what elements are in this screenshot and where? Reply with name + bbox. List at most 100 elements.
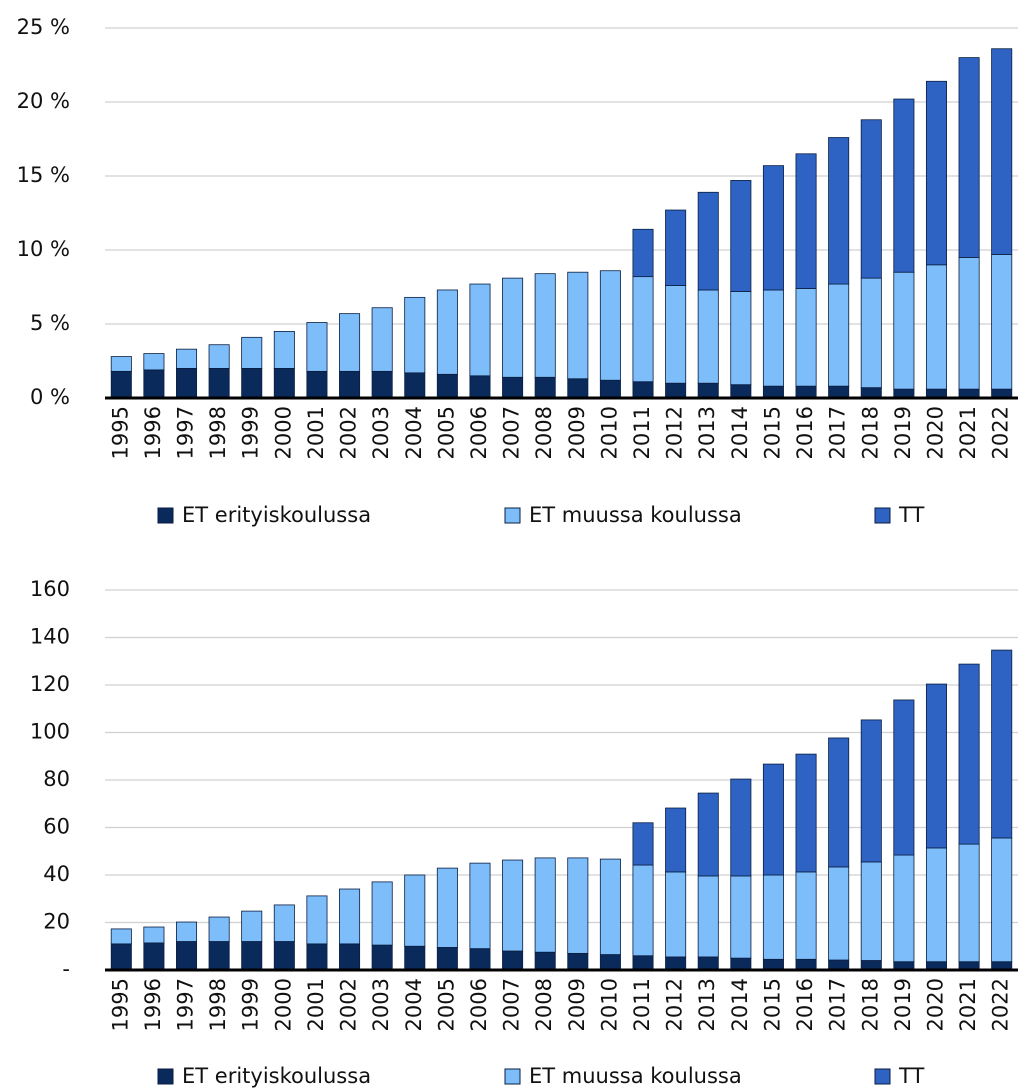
bar-segment	[502, 376, 524, 399]
bar-segment	[176, 348, 198, 369]
x-tick-label: 2016	[793, 978, 817, 1031]
x-tick-label: 2018	[858, 406, 882, 459]
y-tick-label: 20	[43, 910, 70, 934]
x-tick-label: 2006	[467, 978, 491, 1031]
x-tick-label: 2004	[402, 406, 426, 459]
bar-segment	[306, 370, 328, 399]
bar-segment	[469, 283, 491, 377]
bar-segment	[208, 367, 230, 399]
x-tick-label: 2016	[793, 406, 817, 459]
bar-segment	[241, 367, 263, 399]
x-tick-label: 2021	[956, 406, 980, 459]
bar-segment	[665, 807, 687, 873]
bar-segment	[599, 270, 621, 381]
y-tick-label: 80	[43, 767, 70, 791]
bar-segment	[208, 344, 230, 369]
bar-segment	[339, 943, 361, 971]
bar-segment	[143, 942, 165, 971]
bar-segment	[534, 376, 556, 399]
x-tick-label: 2003	[369, 978, 393, 1031]
bar-segment	[371, 307, 393, 372]
bar-segment	[795, 958, 817, 971]
bar-segment	[925, 80, 947, 266]
x-tick-label: 2010	[597, 978, 621, 1031]
x-tick-label: 2021	[956, 978, 980, 1031]
bar-segment	[958, 663, 980, 845]
x-tick-label: 2002	[337, 978, 361, 1031]
legend-marker	[504, 1068, 521, 1085]
x-tick-label: 2007	[500, 406, 524, 459]
bar-segment	[828, 137, 850, 285]
bar-segment	[567, 952, 589, 971]
bar-segment	[273, 367, 295, 399]
y-tick-label: 160	[30, 577, 70, 601]
bar-segment	[925, 683, 947, 849]
bar-segment	[436, 947, 458, 971]
bar-segment	[502, 859, 524, 952]
x-tick-label: 2020	[923, 406, 947, 459]
x-tick-label: 2000	[271, 978, 295, 1031]
bar-segment	[110, 370, 132, 399]
bar-segment	[795, 385, 817, 399]
bar-segment	[795, 753, 817, 873]
bar-segment	[208, 941, 230, 971]
legend-label: ET erityiskoulussa	[182, 503, 371, 527]
bar-segment	[762, 165, 784, 291]
legend-label: ET erityiskoulussa	[182, 1064, 371, 1088]
bar-segment	[371, 944, 393, 971]
x-tick-label: 1998	[206, 978, 230, 1031]
x-tick-label: 1995	[108, 978, 132, 1031]
legend-label: TT	[898, 503, 924, 527]
bar-segment	[339, 370, 361, 399]
x-tick-label: 2020	[923, 978, 947, 1031]
bar-segment	[828, 283, 850, 387]
x-tick-label: 2008	[532, 978, 556, 1031]
bar-segment	[110, 943, 132, 971]
y-tick-label: 100	[30, 720, 70, 744]
bar-segment	[436, 867, 458, 948]
x-tick-label: 2004	[402, 978, 426, 1031]
bar-segment	[436, 289, 458, 375]
bar-segment	[893, 699, 915, 856]
bar-segment	[241, 336, 263, 369]
bar-segment	[339, 313, 361, 372]
bar-segment	[860, 719, 882, 863]
bar-segment	[632, 381, 654, 399]
bar-segment	[762, 874, 784, 960]
bar-segment	[306, 895, 328, 945]
bar-segment	[828, 737, 850, 868]
bar-segment	[534, 273, 556, 378]
x-tick-label: 2007	[500, 978, 524, 1031]
x-tick-label: 2022	[989, 978, 1013, 1031]
y-tick-label: 120	[30, 672, 70, 696]
bar-segment	[599, 954, 621, 971]
bar-segment	[599, 379, 621, 399]
bar-segment	[143, 926, 165, 944]
bar-segment	[469, 948, 491, 971]
x-tick-label: 1998	[206, 406, 230, 459]
legend-label: TT	[898, 1064, 924, 1088]
bar-segment	[730, 180, 752, 292]
y-tick-label: 20 %	[17, 89, 70, 113]
bar-segment	[762, 385, 784, 399]
x-tick-label: 2015	[760, 406, 784, 459]
x-tick-label: 2005	[434, 978, 458, 1031]
bar-segment	[860, 119, 882, 279]
y-tick-label: 10 %	[17, 237, 70, 261]
legend-marker	[157, 507, 174, 524]
x-tick-label: 1997	[174, 978, 198, 1031]
bar-segment	[991, 48, 1013, 255]
legend-marker	[157, 1068, 174, 1085]
bar-segment	[697, 191, 719, 291]
y-tick-label: 25 %	[17, 15, 70, 39]
bar-segment	[632, 864, 654, 957]
x-tick-label: 2009	[565, 978, 589, 1031]
bar-segment	[143, 353, 165, 371]
legend-marker	[874, 507, 891, 524]
x-tick-label: 2011	[630, 978, 654, 1031]
x-tick-label: 1996	[141, 978, 165, 1031]
bar-segment	[697, 792, 719, 877]
x-tick-label: 2014	[728, 978, 752, 1031]
bar-segment	[958, 843, 980, 963]
bar-segment	[371, 881, 393, 946]
